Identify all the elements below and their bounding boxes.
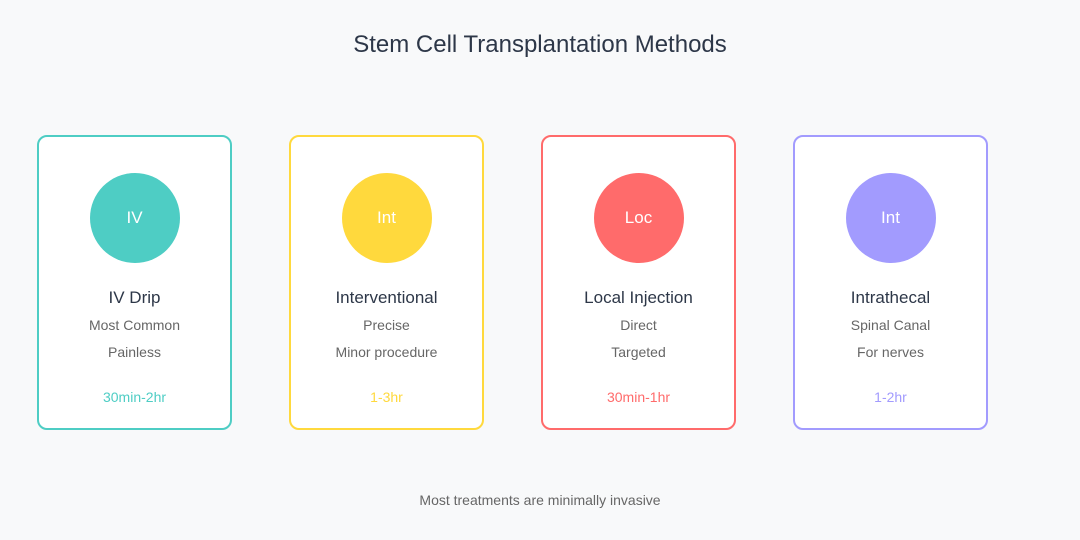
method-card-interventional: Int Interventional Precise Minor procedu… — [289, 135, 484, 430]
method-duration: 1-2hr — [874, 389, 907, 405]
method-duration: 30min-2hr — [102, 389, 167, 405]
method-feature: Precise — [363, 317, 410, 333]
method-duration: 30min-1hr — [606, 389, 671, 405]
method-feature: Direct — [620, 317, 657, 333]
method-name: IV Drip — [108, 288, 161, 307]
method-feature: For nerves — [857, 344, 924, 360]
method-card-local-injection: Loc Local Injection Direct Targeted 30mi… — [541, 135, 736, 430]
method-name: Local Injection — [584, 288, 693, 307]
method-card-iv-drip: IV IV Drip Most Common Painless 30min-2h… — [37, 135, 232, 430]
method-duration: 1-3hr — [370, 389, 403, 405]
method-icon-circle: Int — [341, 173, 432, 263]
method-icon-circle: Loc — [593, 173, 684, 263]
method-feature: Minor procedure — [335, 344, 438, 360]
method-feature: Spinal Canal — [850, 317, 931, 333]
footer-note: Most treatments are minimally invasive — [419, 492, 661, 508]
page-title: Stem Cell Transplantation Methods — [353, 31, 727, 58]
method-icon-circle: IV — [89, 173, 180, 263]
method-feature: Most Common — [88, 317, 181, 333]
method-feature: Painless — [108, 344, 161, 360]
method-icon-circle: Int — [845, 173, 936, 263]
method-card-intrathecal: Int Intrathecal Spinal Canal For nerves … — [793, 135, 988, 430]
method-name: Interventional — [335, 288, 438, 307]
method-feature: Targeted — [611, 344, 666, 360]
method-name: Intrathecal — [850, 288, 931, 307]
